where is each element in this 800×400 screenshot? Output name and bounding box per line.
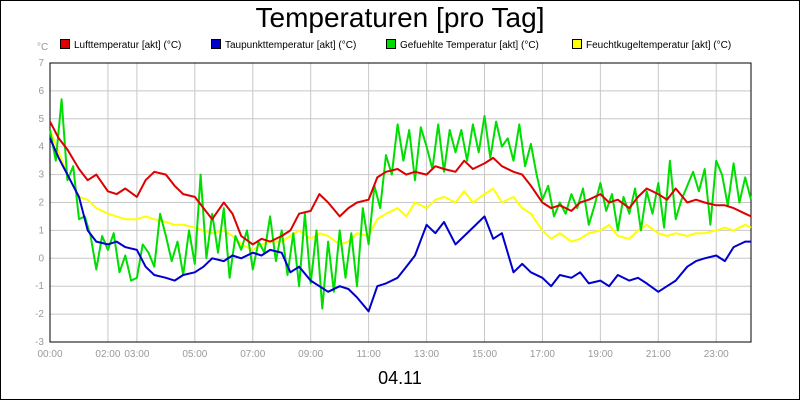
plot-area-border bbox=[49, 62, 752, 343]
x-tick-label: 09:00 bbox=[298, 349, 323, 360]
y-tick-label: 1 bbox=[38, 225, 44, 236]
series-line-3 bbox=[49, 129, 752, 251]
x-tick-label: 23:00 bbox=[704, 349, 729, 360]
series-line-2 bbox=[49, 98, 752, 310]
y-tick-label: -2 bbox=[35, 309, 44, 320]
legend-item-gefuehlte-temperatur: Gefuehlte Temperatur [akt] (°C) bbox=[386, 39, 539, 51]
y-axis: -3 -2 -1 0 1 2 3 4 5 6 7 bbox=[35, 58, 44, 348]
series-lines bbox=[49, 98, 752, 313]
y-tick-label: 3 bbox=[38, 170, 44, 181]
y-tick-label: 5 bbox=[38, 114, 44, 125]
y-tick-label: -1 bbox=[35, 281, 44, 292]
legend-item-feuchtkugeltemperatur: Feuchtkugeltemperatur [akt] (°C) bbox=[572, 39, 731, 51]
x-tick-label: 19:00 bbox=[588, 349, 613, 360]
legend-label: Gefuehlte Temperatur [akt] (°C) bbox=[400, 40, 539, 51]
legend-swatch-icon bbox=[211, 39, 221, 49]
y-tick-label: 7 bbox=[38, 58, 44, 69]
y-tick-label: 0 bbox=[38, 253, 44, 264]
legend-label: Lufttemperatur [akt] (°C) bbox=[74, 40, 182, 51]
legend-swatch-icon bbox=[60, 39, 70, 49]
x-tick-label: 15:00 bbox=[472, 349, 497, 360]
y-tick-label: -3 bbox=[35, 337, 44, 348]
x-tick-label: 02:00 bbox=[95, 349, 120, 360]
y-tick-label: 2 bbox=[38, 198, 44, 209]
series-line-1 bbox=[49, 137, 751, 313]
legend-label: Taupunkttemperatur [akt] (°C) bbox=[225, 40, 357, 51]
x-tick-label: 05:00 bbox=[182, 349, 207, 360]
series-line-0 bbox=[49, 121, 752, 246]
y-tick-label: 4 bbox=[38, 142, 44, 153]
chart-title: Temperaturen [pro Tag] bbox=[255, 2, 545, 33]
x-tick-label: 11:00 bbox=[356, 349, 381, 360]
x-tick-label: 00:00 bbox=[37, 349, 62, 360]
x-axis: 00:00 02:00 03:00 05:00 07:00 09:00 11:00 13:00… bbox=[37, 349, 729, 360]
x-tick-label: 21:00 bbox=[646, 349, 671, 360]
date-label: 04.11 bbox=[378, 368, 422, 388]
legend-label: Feuchtkugeltemperatur [akt] (°C) bbox=[586, 40, 732, 51]
legend-item-taupunkttemperatur: Taupunkttemperatur [akt] (°C) bbox=[211, 39, 356, 51]
y-tick-label: 6 bbox=[38, 86, 44, 97]
legend-swatch-icon bbox=[386, 39, 396, 49]
x-tick-label: 13:00 bbox=[414, 349, 439, 360]
x-tick-label: 17:00 bbox=[530, 349, 555, 360]
y-axis-unit: °C bbox=[37, 42, 49, 53]
x-tick-label: 07:00 bbox=[240, 349, 265, 360]
x-tick-label: 03:00 bbox=[124, 349, 149, 360]
legend-item-lufttemperatur: Lufttemperatur [akt] (°C) bbox=[60, 39, 181, 51]
legend-swatch-icon bbox=[572, 39, 582, 49]
